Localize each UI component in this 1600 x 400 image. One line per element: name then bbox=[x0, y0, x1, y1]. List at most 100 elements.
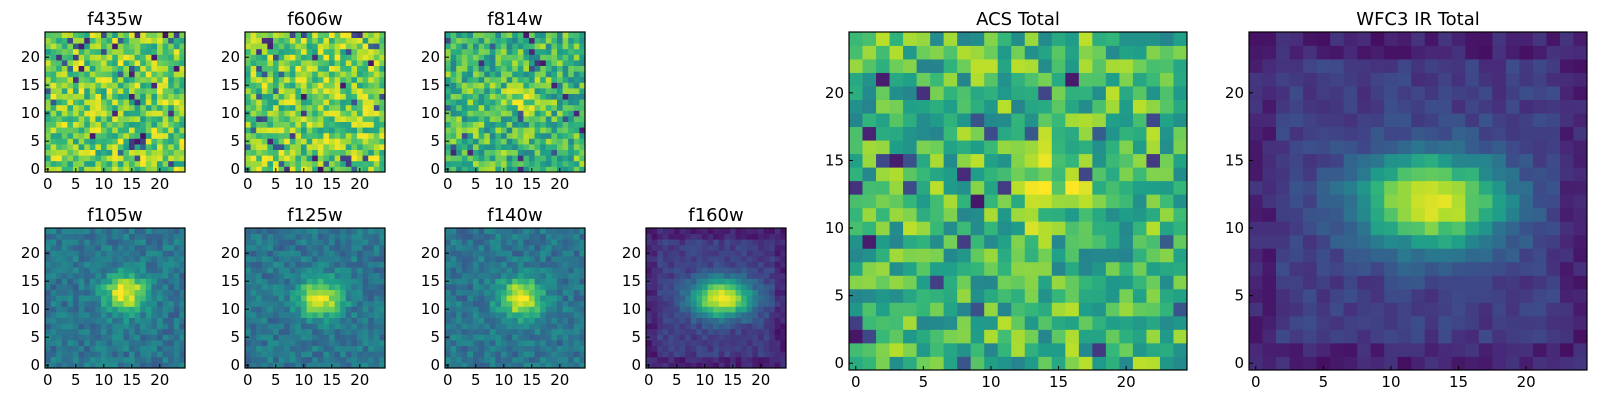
heatmap-cell bbox=[67, 328, 74, 335]
heatmap-cell bbox=[129, 155, 135, 162]
heatmap-cell bbox=[101, 88, 107, 94]
heatmap-cell bbox=[78, 278, 85, 285]
heatmap-cell bbox=[506, 93, 513, 100]
x-tick-label: 0 bbox=[644, 371, 654, 389]
heatmap-cell bbox=[373, 60, 380, 66]
heatmap-cell bbox=[489, 149, 496, 156]
heatmap-cell bbox=[529, 233, 535, 240]
heatmap-cell bbox=[151, 54, 158, 61]
heatmap-cell bbox=[862, 194, 877, 209]
heatmap-cell bbox=[506, 166, 513, 173]
heatmap-cell bbox=[267, 32, 274, 38]
heatmap-cell bbox=[362, 228, 369, 234]
heatmap-cell bbox=[746, 312, 753, 318]
heatmap-cell bbox=[690, 278, 697, 285]
heatmap-cell bbox=[930, 221, 945, 236]
heatmap-cell bbox=[78, 149, 85, 156]
heatmap-cell bbox=[730, 272, 736, 279]
heatmap-cell bbox=[362, 295, 369, 302]
heatmap-cell bbox=[780, 233, 787, 240]
heatmap-cell bbox=[101, 289, 107, 296]
heatmap-cell bbox=[545, 295, 552, 302]
x-tick-label: 20 bbox=[550, 371, 569, 389]
heatmap-cell bbox=[373, 166, 380, 173]
heatmap-cell bbox=[329, 295, 335, 302]
heatmap-cell bbox=[461, 32, 468, 38]
heatmap-cell bbox=[741, 233, 748, 240]
heatmap-cell bbox=[101, 32, 107, 38]
heatmap-cell bbox=[562, 284, 569, 290]
heatmap-cell bbox=[73, 244, 79, 251]
heatmap-cell bbox=[78, 289, 85, 296]
heatmap-cell bbox=[534, 138, 541, 145]
heatmap-cell bbox=[495, 340, 502, 346]
heatmap-cell bbox=[289, 160, 296, 167]
heatmap-cell bbox=[540, 43, 547, 50]
heatmap-cell bbox=[295, 116, 302, 122]
heatmap-cell bbox=[512, 127, 519, 134]
heatmap-cell bbox=[730, 345, 736, 352]
heatmap-cell bbox=[273, 121, 279, 128]
heatmap-cell bbox=[696, 340, 703, 346]
heatmap-cell bbox=[876, 126, 890, 141]
heatmap-cell bbox=[312, 233, 319, 240]
heatmap-cell bbox=[334, 340, 341, 346]
heatmap-cell bbox=[168, 132, 175, 139]
heatmap-cell bbox=[1173, 167, 1188, 182]
heatmap-cell bbox=[334, 256, 341, 262]
heatmap-cell bbox=[489, 54, 496, 61]
heatmap-cell bbox=[56, 300, 63, 307]
heatmap-cell bbox=[323, 37, 330, 44]
heatmap-cell bbox=[713, 340, 720, 346]
heatmap-cell bbox=[306, 278, 313, 285]
axes-frame bbox=[244, 227, 386, 369]
heatmap-cell bbox=[690, 250, 697, 257]
heatmap-cell bbox=[373, 228, 380, 234]
heatmap-cell bbox=[117, 99, 124, 106]
heatmap-cell bbox=[173, 166, 180, 173]
heatmap-cell bbox=[273, 312, 279, 318]
heatmap-cell bbox=[467, 261, 474, 268]
heatmap-cell bbox=[323, 155, 330, 162]
heatmap-cell bbox=[151, 60, 158, 66]
heatmap-cell bbox=[245, 76, 251, 83]
heatmap-cell bbox=[306, 306, 313, 313]
heatmap-cell bbox=[45, 127, 51, 134]
heatmap-cell bbox=[662, 356, 669, 363]
heatmap-cell bbox=[157, 71, 163, 78]
heatmap-cell bbox=[267, 144, 274, 150]
heatmap-cell bbox=[456, 65, 463, 72]
heatmap-cell bbox=[157, 76, 163, 83]
heatmap-cell bbox=[445, 127, 451, 134]
heatmap-cell bbox=[157, 127, 163, 134]
heatmap-cell bbox=[551, 295, 558, 302]
heatmap-cell bbox=[573, 362, 580, 369]
heatmap-cell bbox=[306, 155, 313, 162]
heatmap-cell bbox=[478, 267, 485, 274]
heatmap-cell bbox=[67, 76, 74, 83]
heatmap-cell bbox=[562, 116, 569, 122]
heatmap-cell bbox=[357, 37, 363, 44]
heatmap-cell bbox=[123, 93, 130, 100]
heatmap-cell bbox=[573, 121, 580, 128]
heatmap-cell bbox=[323, 76, 330, 83]
heatmap-cell bbox=[780, 244, 787, 251]
heatmap-cell bbox=[1078, 153, 1093, 168]
heatmap-cell bbox=[534, 233, 541, 240]
y-tick-label: 15 bbox=[21, 76, 40, 94]
heatmap-cell bbox=[752, 300, 759, 307]
heatmap-cell bbox=[730, 351, 736, 358]
heatmap-cell bbox=[73, 250, 79, 257]
heatmap-cell bbox=[106, 244, 113, 251]
heatmap-cell bbox=[379, 284, 386, 290]
heatmap-cell bbox=[267, 250, 274, 257]
heatmap-cell bbox=[61, 132, 68, 139]
heatmap-cell bbox=[362, 160, 369, 167]
heatmap-cell bbox=[690, 289, 697, 296]
heatmap-cell bbox=[334, 149, 341, 156]
heatmap-cell bbox=[317, 82, 324, 89]
heatmap-cell bbox=[997, 288, 1012, 303]
heatmap-cell bbox=[129, 256, 135, 262]
heatmap-cell bbox=[517, 149, 524, 156]
heatmap-cell bbox=[1092, 315, 1107, 330]
